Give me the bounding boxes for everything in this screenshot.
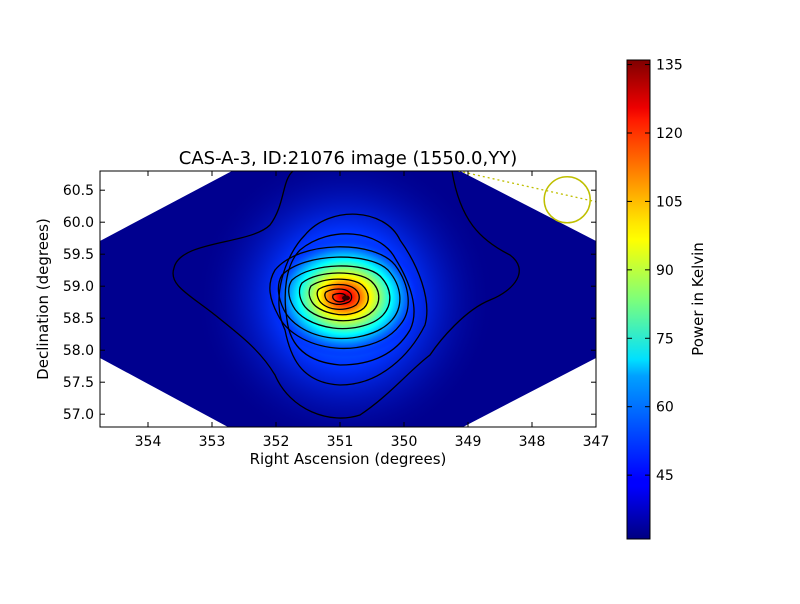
- x-axis-label: Right Ascension (degrees): [250, 450, 447, 468]
- colorbar-tick-label: 105: [656, 194, 683, 210]
- contour-outer: [172, 171, 520, 419]
- contour-7: [298, 272, 380, 322]
- contour-9: [316, 283, 360, 311]
- y-tick-label: 59.0: [63, 279, 94, 295]
- x-axis-ticks: 354 353 352 351 350 349 348 347: [135, 171, 610, 450]
- contour-4: [269, 246, 409, 350]
- contour-8: [308, 278, 369, 316]
- beam-circle: [543, 176, 591, 224]
- contour-5: [277, 256, 401, 340]
- colorbar-tick-label: 75: [656, 331, 674, 347]
- contour-11: [332, 292, 347, 303]
- guide-line: [458, 171, 596, 203]
- colorbar-label: Power in Kelvin: [689, 242, 707, 356]
- x-tick-label: 351: [327, 434, 354, 450]
- contour-10: [324, 288, 353, 306]
- contour-lines: [172, 171, 520, 419]
- peak-marker: [342, 295, 350, 301]
- chart-title: CAS-A-3, ID:21076 image (1550.0,YY): [179, 148, 517, 169]
- x-tick-label: 347: [583, 434, 610, 450]
- y-tick-label: 60.0: [63, 215, 94, 231]
- x-tick-label: 354: [135, 434, 162, 450]
- plot-frame: [99, 170, 597, 428]
- colorbar-ticks: 45 60 75 90 105 120 135: [627, 58, 683, 484]
- x-tick-label: 348: [519, 434, 546, 450]
- colorbar-tick-label: 120: [656, 126, 683, 142]
- contour-6: [288, 265, 391, 330]
- x-tick-label: 352: [263, 434, 290, 450]
- y-tick-label: 59.5: [63, 247, 94, 263]
- contour-3: [284, 233, 415, 366]
- colorbar-tick-label: 135: [656, 58, 683, 74]
- x-tick-label: 350: [391, 434, 418, 450]
- x-tick-label: 349: [455, 434, 482, 450]
- colorbar-tick-label: 60: [656, 400, 674, 416]
- colorbar-gradient: [626, 59, 651, 540]
- plot-area: [100, 171, 596, 427]
- y-axis-ticks: 57.0 57.5 58.0 58.5 59.0 59.5 60.0 60.5: [63, 183, 596, 423]
- contour-2: [278, 213, 428, 386]
- y-tick-label: 57.5: [63, 375, 94, 391]
- x-tick-label: 353: [199, 434, 226, 450]
- colorbar-tick-label: 90: [656, 263, 674, 279]
- y-tick-label: 58.0: [63, 343, 94, 359]
- colorbar-tick-label: 45: [656, 468, 674, 484]
- y-tick-label: 58.5: [63, 311, 94, 327]
- y-axis-label: Declination (degrees): [34, 218, 52, 380]
- y-tick-label: 57.0: [63, 407, 94, 423]
- colorbar: 45 60 75 90 105 120 135 Power in Kelvin: [626, 58, 707, 540]
- y-tick-label: 60.5: [63, 183, 94, 199]
